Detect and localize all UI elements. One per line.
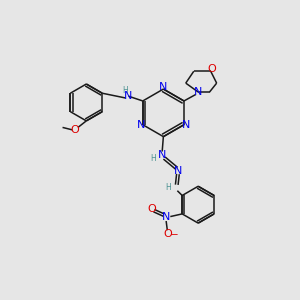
Text: N: N — [158, 150, 166, 160]
Text: O: O — [147, 204, 156, 214]
Text: −: − — [169, 230, 178, 240]
Text: N: N — [136, 120, 145, 130]
Text: N: N — [124, 91, 132, 100]
Text: N: N — [194, 87, 202, 97]
Text: N: N — [159, 82, 168, 92]
Text: O: O — [70, 125, 80, 135]
Text: O: O — [163, 229, 172, 239]
Text: N: N — [174, 166, 182, 176]
Text: N: N — [182, 120, 190, 130]
Text: O: O — [208, 64, 217, 74]
Text: N: N — [162, 212, 170, 223]
Text: H: H — [165, 183, 171, 192]
Text: H: H — [122, 86, 128, 95]
Text: H: H — [150, 154, 156, 163]
